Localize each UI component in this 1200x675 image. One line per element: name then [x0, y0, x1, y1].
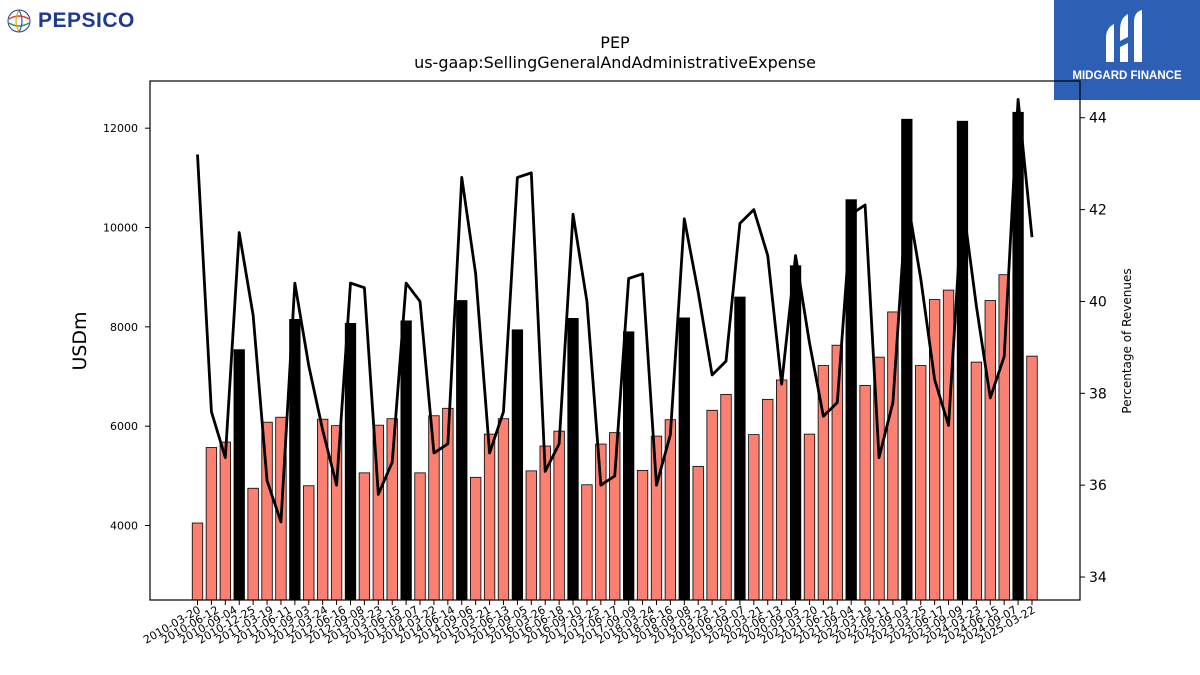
annual-bar [789, 265, 802, 601]
quarter-bar [525, 470, 537, 601]
annual-bar [511, 329, 524, 601]
annual-bar [344, 322, 357, 601]
y2-tick-label: 44 [1089, 111, 1107, 127]
quarter-bar [831, 344, 843, 601]
line-series [196, 97, 1034, 524]
pepsico-logo: PEPSICO [6, 8, 135, 34]
quarter-bar [942, 289, 955, 601]
quarter-bar [191, 522, 204, 601]
quarter-bar [803, 433, 816, 601]
y2-tick-label: 36 [1089, 478, 1107, 494]
quarter-bar [998, 274, 1010, 601]
quarter-bar [915, 365, 927, 601]
quarter-bar [636, 469, 649, 601]
quarter-bar [303, 485, 315, 601]
quarter-bar [553, 430, 565, 601]
quarter-bar [748, 434, 760, 601]
quarter-bar [859, 385, 871, 601]
y2-tick-label: 38 [1089, 386, 1107, 402]
quarter-bar [219, 441, 231, 601]
y-tick-label: 4000 [110, 520, 138, 533]
quarter-bar [970, 361, 983, 601]
midgard-finance-logo: MIDGARD FINANCE [1054, 0, 1200, 100]
annual-bar [901, 118, 913, 601]
quarter-bar [483, 433, 496, 601]
annual-bar [623, 331, 635, 601]
annual-bar [956, 120, 969, 601]
midgard-finance-logo-text: MIDGARD FINANCE [1072, 70, 1182, 82]
y2-axis-label: Percentage of Revenues [1120, 268, 1134, 413]
y2-tick-label: 42 [1089, 203, 1107, 219]
quarter-bar [414, 472, 426, 601]
annual-bar [734, 296, 746, 601]
quarter-bar [1026, 355, 1038, 601]
annual-bar [678, 317, 690, 601]
quarter-bar [497, 418, 510, 601]
quarter-bar [692, 465, 704, 601]
quarter-bar [720, 393, 732, 601]
annual-bar [400, 320, 412, 601]
pepsico-globe-icon [7, 9, 31, 33]
quarter-bar [762, 398, 774, 601]
midgard-emblem-icon [1106, 10, 1142, 62]
quarter-bar [581, 484, 593, 601]
bar-series [191, 111, 1038, 601]
y-tick-label: 10000 [103, 222, 138, 235]
percentage-line [196, 97, 1034, 524]
quarter-bar [706, 409, 718, 601]
y-tick-label: 12000 [103, 122, 138, 135]
y2-tick-label: 34 [1089, 570, 1107, 586]
quarter-bar [776, 379, 788, 601]
quarter-bar [247, 487, 259, 601]
quarter-bar [358, 472, 371, 601]
pepsico-logo-text: PEPSICO [38, 9, 135, 32]
quarter-bar [205, 447, 218, 601]
quarter-bar [650, 435, 663, 601]
y-axis-label: USDm [69, 311, 91, 370]
quarter-bar [984, 300, 996, 601]
quarter-bar [470, 476, 482, 601]
y-tick-label: 6000 [110, 420, 138, 433]
annual-bar [456, 300, 468, 601]
chart-subtitle: us-gaap:SellingGeneralAndAdministrativeE… [414, 53, 816, 72]
y2-tick-label: 40 [1089, 294, 1107, 310]
annual-bar [233, 349, 245, 601]
chart-title: PEP [600, 33, 630, 52]
y-tick-label: 8000 [110, 321, 138, 334]
annual-bar [567, 317, 579, 601]
